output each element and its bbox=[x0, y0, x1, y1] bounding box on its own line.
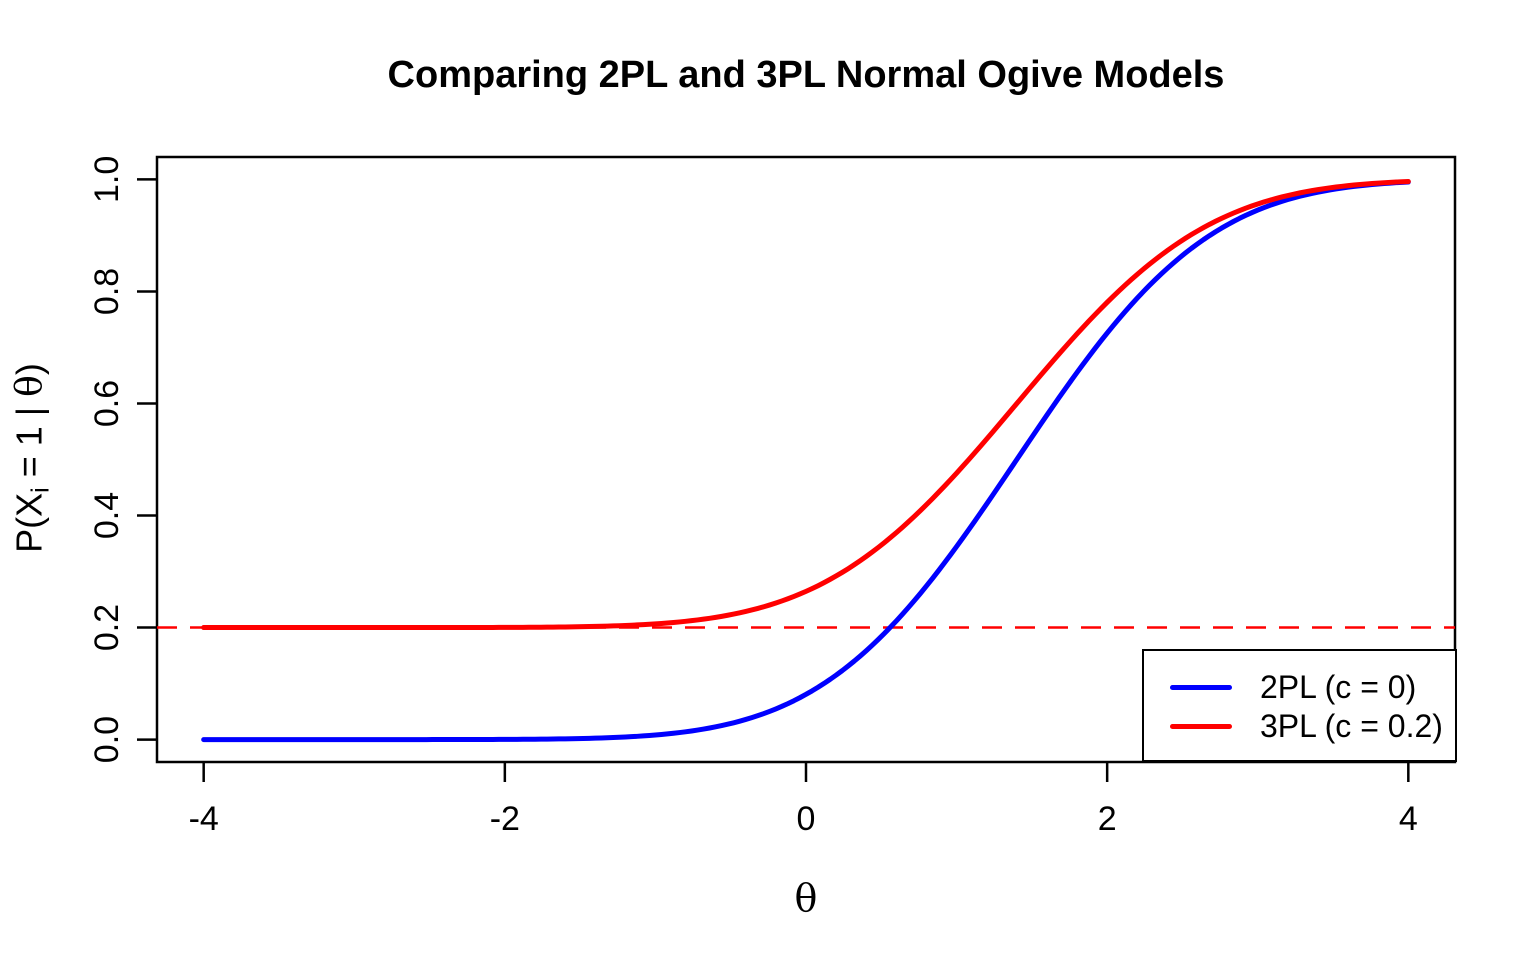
x-tick-label: -2 bbox=[490, 800, 520, 838]
legend-entry: 3PL (c = 0.2) bbox=[1144, 707, 1455, 746]
x-axis-label: θ bbox=[157, 876, 1455, 920]
series-curve-2pl bbox=[201, 179, 1411, 743]
legend-swatch-3pl bbox=[1170, 724, 1232, 729]
x-tick-label: 4 bbox=[1399, 800, 1418, 838]
y-tick-label: 0.4 bbox=[88, 492, 126, 539]
x-tick-label: 2 bbox=[1098, 800, 1117, 838]
x-tick-label: -4 bbox=[189, 800, 219, 838]
y-tick-label: 1.0 bbox=[88, 156, 126, 203]
chart-title: Comparing 2PL and 3PL Normal Ogive Model… bbox=[387, 54, 1225, 96]
legend-swatch-2pl bbox=[1170, 685, 1232, 690]
legend-label-3pl: 3PL (c = 0.2) bbox=[1260, 708, 1443, 744]
legend-entry: 2PL (c = 0) bbox=[1144, 668, 1455, 707]
x-tick-label: 0 bbox=[797, 800, 816, 838]
series-curve-3pl bbox=[201, 179, 1411, 631]
y-tick-label: 0.2 bbox=[88, 604, 126, 651]
theta-symbol: θ bbox=[794, 876, 818, 920]
legend: 2PL (c = 0) 3PL (c = 0.2) bbox=[1142, 649, 1457, 762]
y-tick-label: 0.0 bbox=[88, 716, 126, 763]
legend-label-2pl: 2PL (c = 0) bbox=[1260, 669, 1417, 705]
y-tick-label: 0.8 bbox=[88, 268, 126, 315]
y-tick-label: 0.6 bbox=[88, 380, 126, 427]
